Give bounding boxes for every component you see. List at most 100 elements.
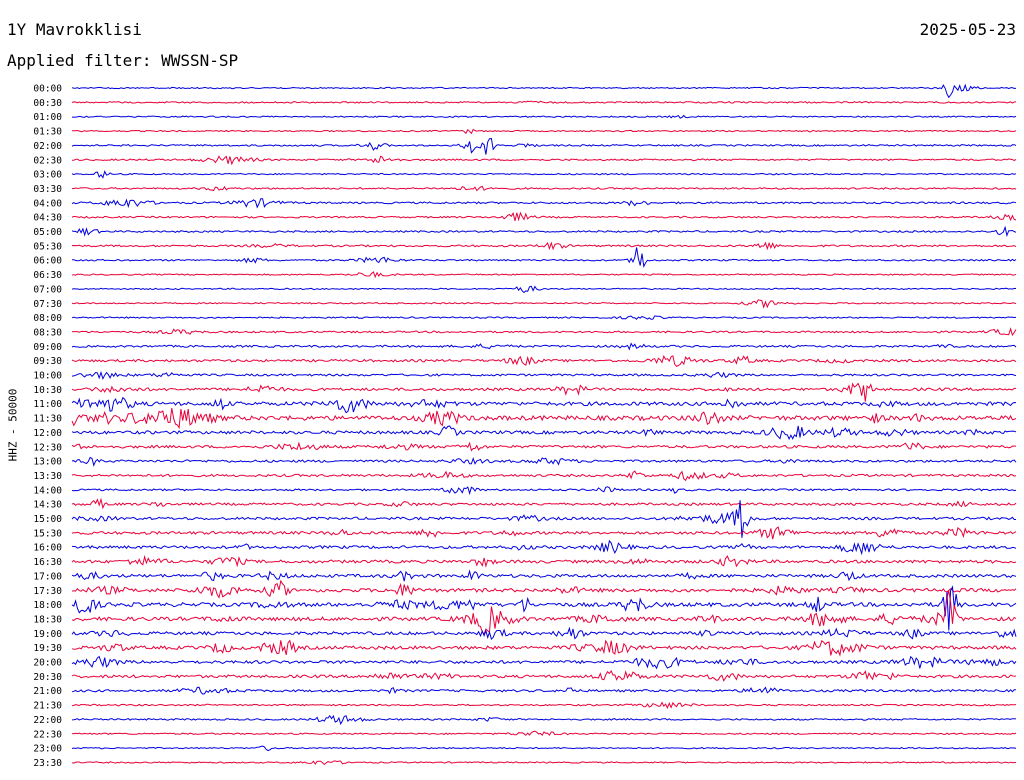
seismic-trace-row — [71, 626, 1017, 641]
seismic-trace-row — [71, 408, 1017, 430]
row-time-label: 16:00 — [33, 543, 62, 554]
row-time-label: 13:30 — [33, 471, 62, 482]
seismic-trace-row — [71, 669, 1017, 682]
row-time-label: 18:30 — [33, 614, 62, 625]
seismic-trace-row — [71, 590, 1017, 635]
row-time-label: 12:30 — [33, 442, 62, 453]
seismic-trace-row — [71, 585, 1017, 631]
row-time-label: 01:30 — [33, 127, 62, 138]
row-time-label: 22:30 — [33, 729, 62, 740]
seismic-trace-row — [71, 315, 1017, 320]
row-time-label: 09:30 — [33, 356, 62, 367]
row-time-label: 07:00 — [33, 284, 62, 295]
row-time-label: 15:30 — [33, 528, 62, 539]
row-time-label: 14:30 — [33, 500, 62, 511]
seismic-trace-row — [71, 639, 1017, 657]
seismic-trace-row — [71, 114, 1017, 119]
row-time-label: 15:00 — [33, 514, 62, 525]
row-time-label: 16:30 — [33, 557, 62, 568]
row-time-label: 17:30 — [33, 586, 62, 597]
seismic-trace-row — [71, 299, 1017, 309]
row-time-label: 06:30 — [33, 270, 62, 281]
row-time-label: 10:30 — [33, 385, 62, 396]
seismic-trace-row — [71, 714, 1017, 726]
row-time-label: 00:30 — [33, 98, 62, 109]
seismic-trace-row — [71, 396, 1017, 414]
row-time-label: 04:30 — [33, 213, 62, 224]
seismic-trace-row — [71, 554, 1017, 568]
filter-label: Applied filter: WWSSN-SP — [7, 51, 239, 70]
seismic-trace-row — [71, 342, 1017, 351]
row-time-label: 04:00 — [33, 198, 62, 209]
seismic-trace-row — [71, 686, 1017, 695]
row-time-label: 11:00 — [33, 399, 62, 410]
seismic-trace-row — [71, 370, 1017, 381]
seismic-trace-row — [71, 470, 1017, 482]
row-time-label: 14:00 — [33, 485, 62, 496]
seismic-trace-row — [72, 185, 1017, 192]
seismic-trace-row — [71, 225, 1017, 238]
row-time-label: 21:00 — [33, 686, 62, 697]
row-time-label: 17:00 — [33, 571, 62, 582]
seismic-trace-row — [71, 247, 1017, 269]
seismic-trace-row — [71, 100, 1017, 104]
row-time-label: 05:30 — [33, 241, 62, 252]
seismic-trace-row — [71, 327, 1017, 337]
row-time-label: 08:30 — [33, 327, 62, 338]
row-time-label: 11:30 — [33, 414, 62, 425]
seismic-trace-row — [71, 760, 1017, 766]
seismic-trace-row — [71, 500, 1016, 538]
seismic-trace-row — [71, 211, 1017, 222]
row-time-label: 07:30 — [33, 299, 62, 310]
row-time-label: 01:00 — [33, 112, 62, 123]
seismic-trace-row — [71, 526, 1017, 540]
row-time-label: 18:00 — [33, 600, 62, 611]
seismic-trace-row — [71, 241, 1017, 251]
row-time-label: 03:30 — [33, 184, 62, 195]
seismic-trace-row — [71, 655, 1017, 670]
seismic-trace-row — [71, 441, 1016, 452]
seismic-trace-row — [71, 198, 1017, 209]
seismic-trace-row — [71, 486, 1017, 496]
seismic-trace-row — [71, 425, 1017, 441]
row-time-label: 12:00 — [33, 428, 62, 439]
seismic-trace-row — [71, 730, 1017, 737]
row-time-label: 00:00 — [33, 84, 62, 95]
row-time-label: 21:30 — [33, 701, 62, 712]
row-time-label: 23:30 — [33, 758, 62, 769]
seismic-trace-row — [71, 137, 1017, 155]
seismic-trace-row — [71, 128, 1017, 135]
seismic-trace-row — [71, 354, 1017, 368]
row-time-label: 22:00 — [33, 715, 62, 726]
row-time-label: 06:00 — [33, 256, 62, 267]
row-time-label: 13:00 — [33, 457, 62, 468]
seismic-trace-row — [71, 701, 1017, 710]
seismic-trace-row — [71, 539, 1017, 556]
seismic-trace-row — [71, 170, 1017, 179]
row-time-label: 20:30 — [33, 672, 62, 683]
seismic-trace-row — [71, 271, 1017, 279]
seismic-trace-row — [71, 83, 1017, 99]
seismic-trace-row — [71, 285, 1017, 294]
row-time-label: 02:00 — [33, 141, 62, 152]
station-title: 1Y Mavrokklisi — [7, 20, 142, 39]
row-time-label: 03:00 — [33, 170, 62, 181]
row-time-label: 02:30 — [33, 155, 62, 166]
row-time-label: 23:00 — [33, 744, 62, 755]
seismic-trace-row — [71, 456, 1017, 467]
row-time-label: 08:00 — [33, 313, 62, 324]
seismic-trace-row — [71, 382, 1016, 402]
seismic-trace-row — [71, 497, 1017, 510]
seismic-trace-row — [71, 569, 1017, 582]
seismic-trace-row — [72, 155, 1017, 166]
row-time-label: 19:00 — [33, 629, 62, 640]
seismic-trace-row — [71, 579, 1017, 599]
row-time-label: 10:00 — [33, 371, 62, 382]
row-time-label: 09:00 — [33, 342, 62, 353]
seismic-trace-row — [71, 745, 1017, 752]
row-time-label: 20:00 — [33, 658, 62, 669]
row-time-label: 19:30 — [33, 643, 62, 654]
date-label: 2025-05-23 — [919, 20, 1016, 39]
row-time-label: 05:00 — [33, 227, 62, 238]
